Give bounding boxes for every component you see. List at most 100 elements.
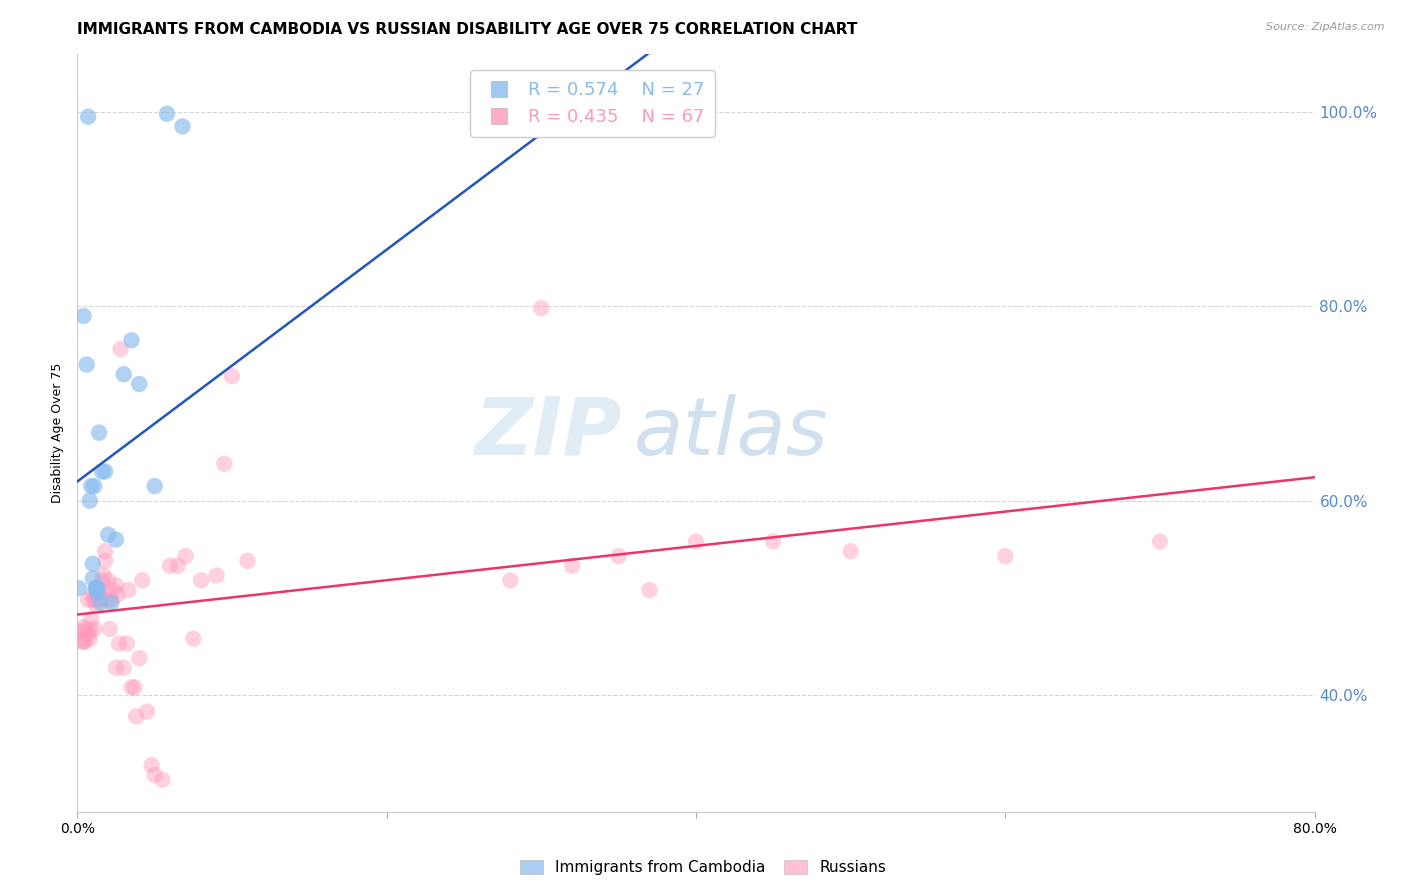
Point	[124, 681, 146, 695]
Point	[79, 622, 101, 636]
Point	[83, 479, 105, 493]
Point	[90, 596, 111, 610]
Point	[77, 592, 100, 607]
Point	[115, 636, 138, 650]
Point	[994, 549, 1017, 563]
Point	[159, 558, 181, 573]
Point	[83, 622, 105, 636]
Point	[128, 651, 150, 665]
Point	[84, 592, 107, 607]
Point	[839, 544, 862, 558]
Point	[82, 592, 104, 607]
Text: Source: ZipAtlas.com: Source: ZipAtlas.com	[1267, 22, 1385, 32]
Point	[97, 592, 120, 607]
Point	[236, 554, 259, 568]
Point	[72, 309, 94, 323]
Point	[638, 583, 661, 598]
Point	[76, 627, 98, 641]
Point	[98, 622, 121, 636]
Point	[97, 574, 120, 588]
Point	[93, 568, 115, 582]
Point	[100, 592, 122, 607]
Point	[94, 554, 117, 568]
Y-axis label: Disability Age Over 75: Disability Age Over 75	[51, 362, 65, 503]
Point	[183, 632, 205, 646]
Point	[105, 533, 127, 547]
Point	[762, 534, 785, 549]
Point	[91, 574, 114, 588]
Point	[76, 358, 98, 372]
Text: ZIP: ZIP	[474, 393, 621, 472]
Point	[67, 581, 90, 595]
Point	[105, 578, 127, 592]
Point	[101, 583, 124, 598]
Point	[91, 583, 114, 598]
Point	[112, 368, 135, 382]
Point	[77, 627, 100, 641]
Point	[117, 583, 139, 598]
Point	[167, 558, 190, 573]
Point	[499, 574, 522, 588]
Point	[136, 705, 159, 719]
Point	[86, 586, 108, 600]
Point	[72, 620, 94, 634]
Point	[607, 549, 630, 563]
Point	[84, 581, 107, 595]
Point	[87, 583, 110, 598]
Point	[125, 709, 148, 723]
Point	[110, 342, 132, 356]
Point	[80, 612, 103, 626]
Point	[75, 634, 96, 648]
Point	[79, 493, 101, 508]
Point	[172, 120, 194, 134]
Text: IMMIGRANTS FROM CAMBODIA VS RUSSIAN DISABILITY AGE OVER 75 CORRELATION CHART: IMMIGRANTS FROM CAMBODIA VS RUSSIAN DISA…	[77, 22, 858, 37]
Point	[86, 581, 108, 595]
Point	[86, 583, 108, 598]
Point	[156, 107, 179, 121]
Point	[90, 592, 111, 607]
Point	[87, 425, 110, 440]
Point	[70, 634, 93, 648]
Point	[214, 457, 236, 471]
Point	[205, 568, 228, 582]
Point	[131, 574, 153, 588]
Point	[77, 110, 100, 124]
Point	[94, 544, 117, 558]
Point	[105, 661, 127, 675]
Point	[174, 549, 197, 563]
Point	[141, 758, 163, 772]
Point	[108, 636, 131, 650]
Point	[530, 301, 553, 316]
Point	[121, 333, 143, 347]
Point	[67, 624, 90, 639]
Point	[97, 527, 120, 541]
Point	[654, 104, 676, 119]
Point	[128, 377, 150, 392]
Point	[91, 465, 114, 479]
Point	[143, 479, 166, 493]
Point	[107, 588, 129, 602]
Point	[112, 661, 135, 675]
Point	[190, 574, 212, 588]
Point	[72, 634, 94, 648]
Legend: R = 0.574    N = 27, R = 0.435    N = 67: R = 0.574 N = 27, R = 0.435 N = 67	[470, 70, 716, 136]
Point	[221, 369, 243, 384]
Text: atlas: atlas	[634, 393, 830, 472]
Legend: Immigrants from Cambodia, Russians: Immigrants from Cambodia, Russians	[516, 855, 890, 880]
Point	[121, 681, 143, 695]
Point	[561, 558, 583, 573]
Point	[82, 588, 104, 602]
Point	[84, 581, 107, 595]
Point	[685, 534, 707, 549]
Point	[75, 622, 96, 636]
Point	[152, 772, 174, 787]
Point	[143, 768, 166, 782]
Point	[86, 588, 108, 602]
Point	[1149, 534, 1171, 549]
Point	[80, 479, 103, 493]
Point	[82, 557, 104, 571]
Point	[79, 632, 101, 646]
Point	[100, 596, 122, 610]
Point	[84, 598, 107, 612]
Point	[82, 571, 104, 585]
